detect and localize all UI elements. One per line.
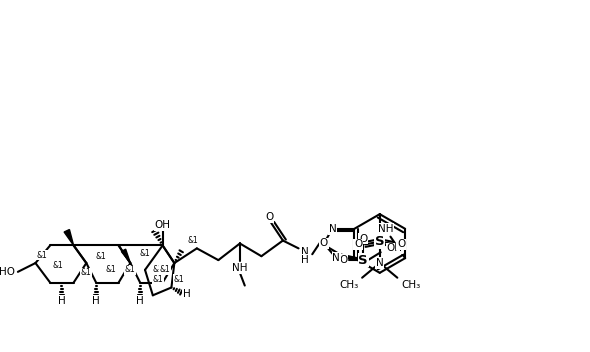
Text: OH: OH <box>155 220 171 230</box>
Polygon shape <box>64 230 74 245</box>
Text: N: N <box>329 224 336 234</box>
Text: &1: &1 <box>140 249 150 258</box>
Text: &1: &1 <box>159 265 170 275</box>
Text: H: H <box>300 255 309 265</box>
Text: NH: NH <box>378 224 394 234</box>
Text: H: H <box>136 296 144 306</box>
Text: H: H <box>58 296 65 306</box>
Text: H: H <box>183 289 191 299</box>
Text: H: H <box>92 296 100 306</box>
Text: NH: NH <box>232 263 248 273</box>
Text: O: O <box>265 212 273 222</box>
Text: N: N <box>300 247 309 257</box>
Text: O: O <box>320 239 328 249</box>
Text: N: N <box>376 258 384 268</box>
Polygon shape <box>122 249 130 263</box>
Text: &1: &1 <box>37 251 48 260</box>
Text: &1: &1 <box>81 268 91 277</box>
Text: &1: &1 <box>125 265 136 275</box>
Text: &1: &1 <box>152 275 163 284</box>
Text: &1: &1 <box>174 275 185 284</box>
Text: HO: HO <box>0 267 15 277</box>
Text: OH: OH <box>386 243 402 253</box>
Text: O: O <box>354 239 362 250</box>
Text: O: O <box>397 239 405 250</box>
Text: S: S <box>375 235 385 248</box>
Text: &1: &1 <box>106 265 116 275</box>
Text: &1: &1 <box>188 236 198 245</box>
Text: &1: &1 <box>152 265 163 275</box>
Text: CH₃: CH₃ <box>401 279 421 290</box>
Text: S: S <box>358 253 368 266</box>
Text: CH₃: CH₃ <box>339 279 358 290</box>
Text: &1: &1 <box>53 262 63 270</box>
Text: N: N <box>332 253 340 263</box>
Text: O: O <box>339 255 348 265</box>
Text: &1: &1 <box>96 252 106 261</box>
Text: O: O <box>359 234 367 244</box>
